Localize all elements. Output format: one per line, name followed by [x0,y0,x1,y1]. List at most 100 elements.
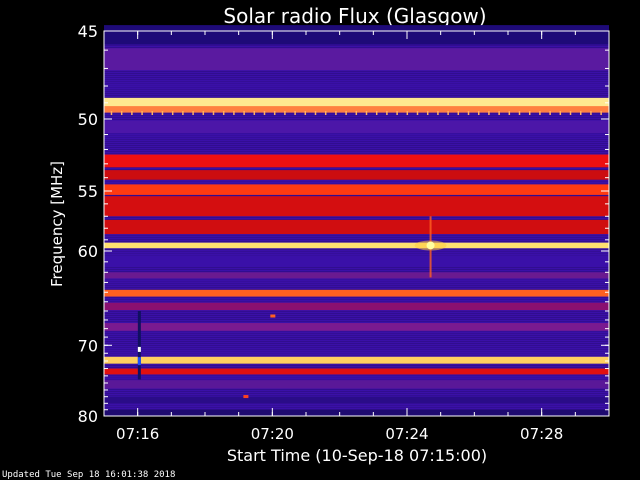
band-marker [233,111,235,115]
noise-row [104,353,609,354]
band-marker [110,111,113,115]
noise-row [104,119,609,120]
artifact-segment [137,357,141,366]
x-tick-label: 07:20 [251,425,294,443]
frequency-band [104,302,609,311]
noise-row [104,269,609,270]
y-axis-label: Frequency [MHz] [48,161,66,287]
band-marker [212,111,215,115]
noise-row [104,133,609,134]
noise-row [104,95,609,96]
noise-row [104,271,609,272]
noise-row [104,281,609,282]
noise-row [104,349,609,350]
noise-row [104,137,609,138]
band-marker [131,111,133,115]
noise-row [104,239,609,240]
noise-row [104,219,609,220]
x-tick-label: 07:24 [385,425,428,443]
band-marker [141,111,143,115]
x-axis-label: Start Time (10-Sep-18 07:15:00) [227,446,487,465]
band-marker [355,111,358,115]
band-marker [488,111,490,115]
band-marker [171,111,174,115]
noise-row [104,393,609,394]
noise-row [104,321,609,322]
noise-row [104,235,609,236]
noise-row [104,319,609,320]
noise-row [104,403,609,404]
frequency-band [104,368,609,375]
noise-row [104,145,609,146]
noise-row [104,331,609,332]
noise-row [104,377,609,378]
noise-row [104,365,609,366]
band-marker [345,111,347,115]
noise-row [104,139,609,140]
noise-row [104,333,609,334]
noise-row [104,151,609,152]
band-marker [253,111,256,115]
noise-row [104,183,609,184]
frequency-band [104,289,609,297]
noise-row [104,217,609,218]
band-marker [284,111,286,115]
noise-row [104,149,609,150]
y-tick-label: 60 [78,242,98,261]
noise-row [104,391,609,392]
chart-title: Solar radio Flux (Glasgow) [223,4,486,28]
noise-row [104,341,609,342]
band-marker [416,111,419,115]
band-marker [508,111,511,115]
band-marker [579,111,582,115]
band-marker [477,111,480,115]
noise-row [104,395,609,396]
band-marker [324,111,327,115]
noise-row [104,267,609,268]
artifact-column [137,311,141,380]
noise-row [104,89,609,90]
noise-row [104,115,609,116]
noise-row [104,345,609,346]
noise-row [104,141,609,142]
noise-row [104,81,609,82]
noise-row [104,181,609,182]
noise-row [104,91,609,92]
noise-row [104,75,609,76]
noise-row [104,47,609,48]
y-tick-label: 45 [78,22,98,41]
noise-row [104,285,609,286]
band-marker [396,111,398,115]
band-marker [457,111,460,115]
noise-row [104,287,609,288]
noise-row [104,87,609,88]
band-marker [498,111,500,115]
band-marker [467,111,470,115]
band-marker [549,111,551,115]
frequency-band [104,256,609,267]
frequency-band [104,97,609,108]
noise-row [104,315,609,316]
noise-row [104,253,609,254]
noise-row [104,351,609,352]
band-marker [294,111,296,115]
updated-timestamp: Updated Tue Sep 18 16:01:38 2018 [2,470,175,480]
noise-row [104,241,609,242]
frequency-band [104,272,609,279]
y-tick-label: 70 [78,336,98,355]
noise-row [104,317,609,318]
noise-row [104,135,609,136]
frequency-band [104,196,609,217]
frequency-band [104,380,609,389]
frequency-band [104,48,609,71]
noise-row [104,301,609,302]
band-marker [182,111,184,115]
band-marker [120,111,123,115]
band-marker [161,111,164,115]
artifact-highlight [137,346,141,352]
band-marker [600,111,602,115]
noise-row [104,251,609,252]
band-marker [243,111,245,115]
noise-row [104,147,609,148]
band-marker [569,111,572,115]
